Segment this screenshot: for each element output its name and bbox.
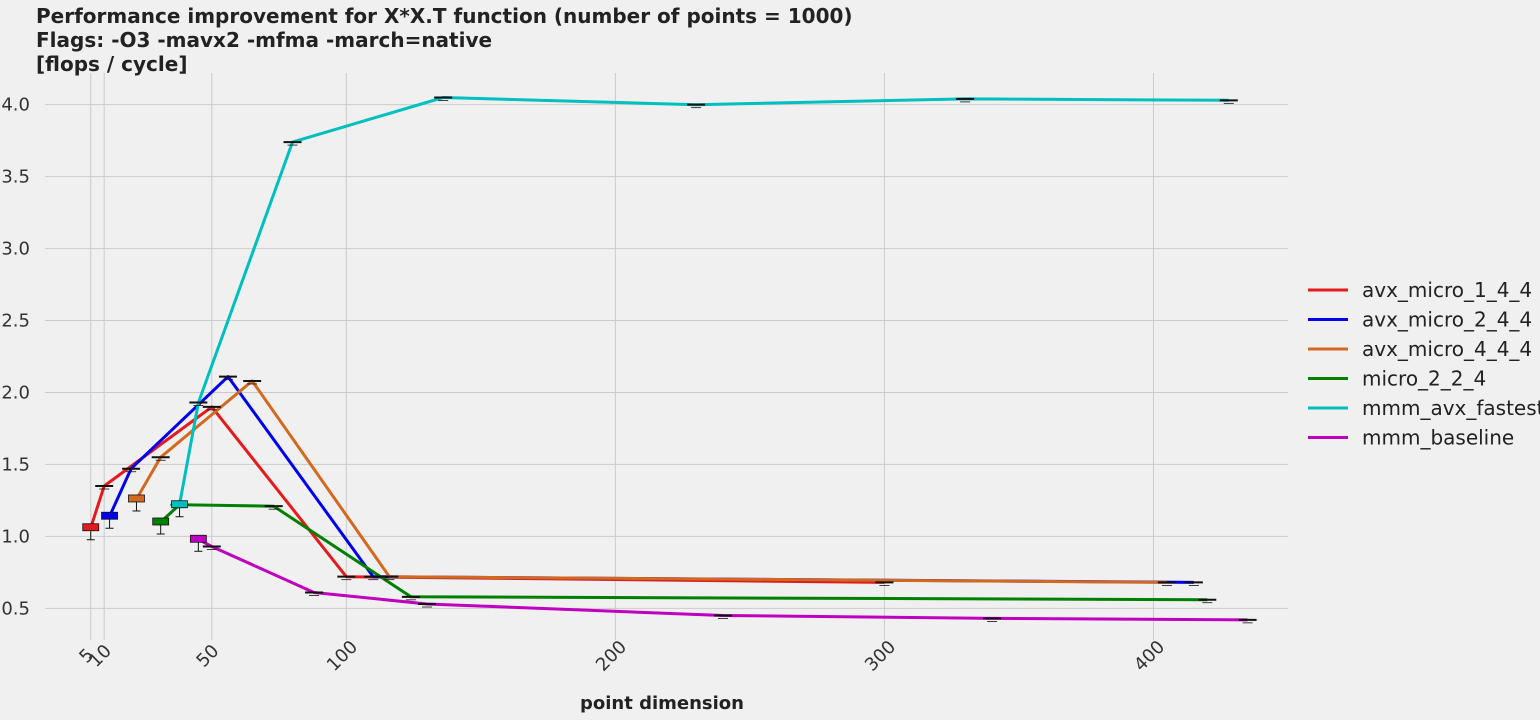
- series-line-avx_micro_4_4_4: [135, 379, 1167, 584]
- series-line-avx_micro_1_4_4: [89, 405, 885, 584]
- marker-box-micro_2_2_4: [152, 517, 170, 526]
- marker-avx_micro_2_4_4-2: [218, 375, 237, 381]
- marker-mmm_avx_fastest-1: [189, 401, 208, 406]
- chart-title-line-1: Performance improvement for X*X.T functi…: [36, 4, 853, 28]
- legend-label-avx_micro_4_4_4: avx_micro_4_4_4: [1362, 337, 1532, 361]
- marker-micro_2_2_4-3: [401, 595, 420, 601]
- marker-mmm_avx_fastest-6: [1219, 99, 1238, 104]
- marker-mmm_avx_fastest-3: [434, 96, 453, 101]
- chart-title-line-2: Flags: -O3 -mavx2 -mfma -march=native: [36, 28, 493, 52]
- y-tick-label-0: 0.5: [1, 598, 30, 619]
- marker-avx_micro_2_4_4-1: [122, 467, 141, 473]
- marker-avx_micro_4_4_4-0: [128, 494, 145, 512]
- legend-label-avx_micro_2_4_4: avx_micro_2_4_4: [1362, 308, 1532, 332]
- legend: avx_micro_1_4_4 avx_micro_2_4_4 avx_micro_…: [1308, 278, 1540, 450]
- marker-micro_2_2_4-2: [264, 505, 283, 510]
- marker-mmm_baseline-5: [983, 617, 1002, 622]
- legend-label-mmm_avx_fastest: mmm_avx_fastest: [1362, 396, 1540, 420]
- marker-mmm_baseline-4: [714, 614, 732, 619]
- chart-title-line-3: [flops / cycle]: [36, 52, 188, 76]
- marker-box-mmm_baseline: [189, 534, 207, 543]
- marker-mmm_baseline-3: [418, 603, 437, 608]
- x-axis-label: point dimension: [580, 693, 744, 714]
- marker-avx_micro_2_4_4-0: [101, 511, 118, 529]
- marker-micro_2_2_4-0: [152, 517, 170, 535]
- x-tick-label-6: 400: [1130, 637, 1169, 676]
- series-line-mmm_avx_fastest: [178, 96, 1229, 505]
- marker-avx_micro_4_4_4-4: [1157, 581, 1176, 586]
- y-tick-label-4: 2.5: [1, 311, 30, 332]
- chart-title: Performance improvement for X*X.T functi…: [36, 4, 853, 76]
- marker-avx_micro_1_4_4-4: [875, 581, 894, 586]
- y-tick-label-6: 3.5: [1, 167, 30, 188]
- marker-avx_micro_2_4_4-3: [364, 575, 383, 581]
- legend-label-micro_2_2_4: micro_2_2_4: [1362, 367, 1486, 391]
- marker-micro_2_2_4-4: [1198, 598, 1217, 604]
- marker-avx_micro_4_4_4-3: [380, 575, 399, 581]
- marker-mmm_baseline-0: [189, 534, 207, 552]
- x-tick-labels: 510 50 100 200 300 400: [75, 637, 1169, 676]
- marker-mmm_avx_fastest-5: [956, 97, 975, 103]
- legend-label-avx_micro_1_4_4: avx_micro_1_4_4: [1362, 278, 1532, 302]
- x-tick-label-5: 300: [861, 637, 900, 676]
- y-tick-labels: 0.5 1.0 1.5 2.0 2.5 3.0 3.5 4.0: [1, 95, 30, 620]
- x-tick-label-4: 200: [592, 637, 631, 676]
- marker-avx_micro_1_4_4-1: [95, 485, 114, 490]
- marker-avx_micro_4_4_4-1: [151, 456, 170, 461]
- marker-box-mmm_avx_fastest: [171, 500, 188, 509]
- x-tick-label-2: 50: [192, 641, 223, 672]
- marker-box-avx_micro_4_4_4: [128, 494, 145, 503]
- marker-box-avx_micro_2_4_4: [101, 511, 118, 520]
- series-line-micro_2_2_4: [159, 503, 1208, 602]
- marker-mmm_avx_fastest-0: [171, 500, 188, 518]
- marker-mmm_avx_fastest-4: [687, 103, 706, 109]
- x-tick-label-3: 100: [323, 637, 362, 676]
- marker-mmm_baseline-2: [305, 591, 324, 596]
- series-markers: [82, 96, 1257, 624]
- marker-avx_micro_1_4_4-2: [202, 405, 221, 411]
- marker-mmm_avx_fastest-2: [283, 141, 302, 146]
- marker-mmm_baseline-1: [202, 545, 221, 550]
- y-tick-label-5: 3.0: [1, 239, 30, 260]
- marker-box-avx_micro_1_4_4: [82, 523, 100, 532]
- y-tick-label-2: 1.5: [1, 454, 30, 475]
- marker-avx_micro_2_4_4-4: [1184, 581, 1203, 586]
- marker-mmm_baseline-6: [1238, 618, 1257, 624]
- y-tick-label-7: 4.0: [1, 95, 30, 116]
- y-tick-label-1: 1.0: [1, 526, 30, 547]
- marker-avx_micro_1_4_4-3: [337, 575, 356, 581]
- marker-avx_micro_1_4_4-0: [82, 523, 100, 541]
- marker-avx_micro_4_4_4-2: [243, 379, 262, 385]
- series-lines: [89, 96, 1248, 622]
- legend-label-mmm_baseline: mmm_baseline: [1362, 426, 1514, 450]
- y-tick-label-3: 2.0: [1, 382, 30, 403]
